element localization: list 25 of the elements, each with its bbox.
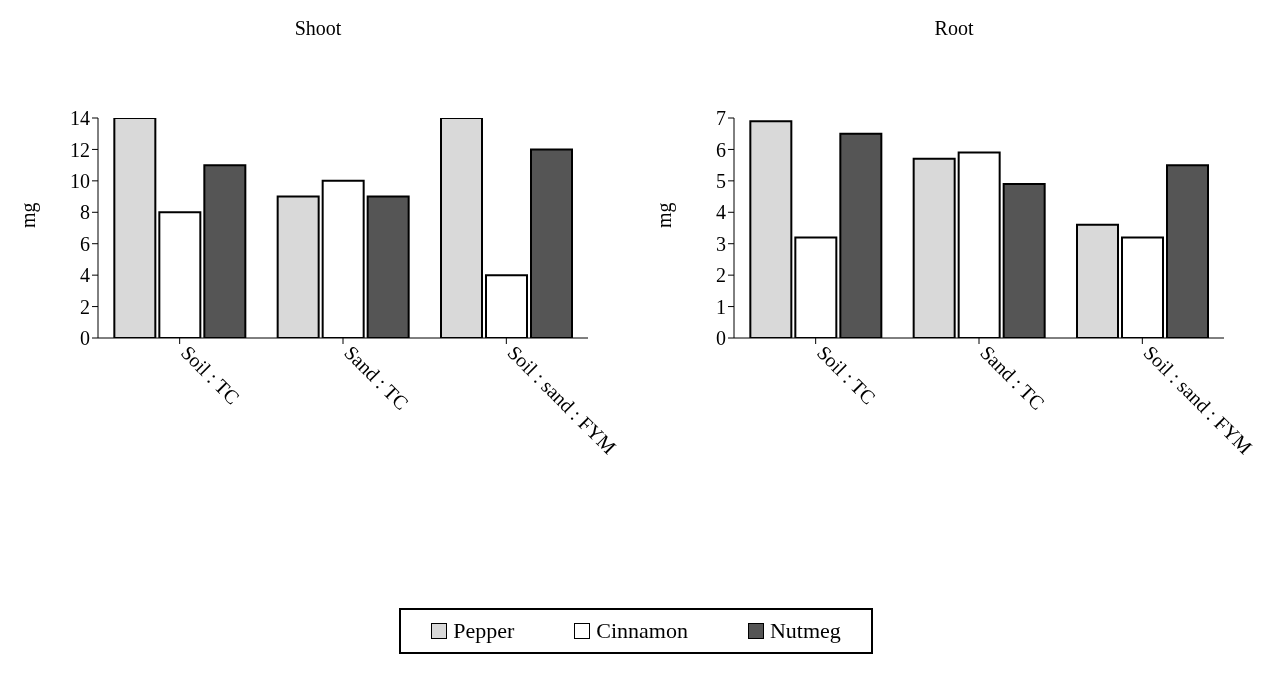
y-axis-title: mg: [653, 202, 677, 228]
y-axis-title: mg: [17, 202, 41, 228]
chart-title: Shoot: [293, 16, 343, 41]
x-tick-label: Soil : TC: [812, 341, 881, 409]
legend-label: Nutmeg: [768, 618, 841, 644]
legend-label: Cinnamon: [595, 618, 688, 644]
y-tick-label: 2: [80, 295, 90, 318]
chart-title: Root: [933, 16, 975, 41]
y-tick-label: 4: [716, 201, 726, 224]
y-tick-label: 6: [716, 138, 726, 161]
y-tick-label: 14: [70, 107, 90, 130]
y-tick-label: 2: [716, 264, 726, 287]
y-tick-label: 6: [80, 232, 90, 255]
y-tick-label: 0: [80, 327, 90, 350]
y-tick-label: 1: [716, 295, 726, 318]
y-tick-label: 12: [70, 138, 90, 161]
x-tick-label: Soil : TC: [176, 341, 245, 409]
legend-label: Pepper: [452, 618, 515, 644]
y-tick-label: 3: [716, 232, 726, 255]
y-tick-label: 0: [716, 327, 726, 350]
y-tick-label: 5: [716, 169, 726, 192]
y-tick-label: 8: [80, 201, 90, 224]
y-tick-label: 4: [80, 264, 90, 287]
y-tick-label: 10: [70, 169, 90, 192]
y-tick-label: 7: [716, 107, 726, 130]
